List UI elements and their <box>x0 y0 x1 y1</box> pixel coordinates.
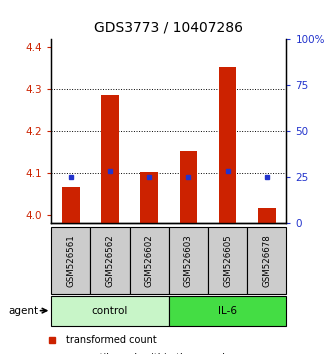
Text: agent: agent <box>8 306 38 316</box>
Bar <box>130 227 169 294</box>
Text: GSM526602: GSM526602 <box>145 234 154 287</box>
Text: GSM526561: GSM526561 <box>67 234 75 287</box>
Bar <box>51 227 90 294</box>
Bar <box>90 227 130 294</box>
Bar <box>219 67 236 223</box>
Text: GSM526562: GSM526562 <box>106 234 115 287</box>
Bar <box>208 227 247 294</box>
Text: percentile rank within the sample: percentile rank within the sample <box>67 353 231 354</box>
Text: transformed count: transformed count <box>67 335 157 345</box>
Bar <box>247 227 286 294</box>
Text: control: control <box>92 306 128 316</box>
Bar <box>101 96 119 223</box>
Text: IL-6: IL-6 <box>218 306 237 316</box>
Bar <box>140 172 158 223</box>
Text: GSM526603: GSM526603 <box>184 234 193 287</box>
Text: GSM526605: GSM526605 <box>223 234 232 287</box>
Title: GDS3773 / 10407286: GDS3773 / 10407286 <box>94 21 243 35</box>
Bar <box>169 227 208 294</box>
Text: GSM526678: GSM526678 <box>262 234 271 287</box>
Bar <box>258 209 275 223</box>
Bar <box>169 296 286 326</box>
Bar <box>62 188 80 223</box>
Bar <box>180 151 197 223</box>
Bar <box>51 296 169 326</box>
